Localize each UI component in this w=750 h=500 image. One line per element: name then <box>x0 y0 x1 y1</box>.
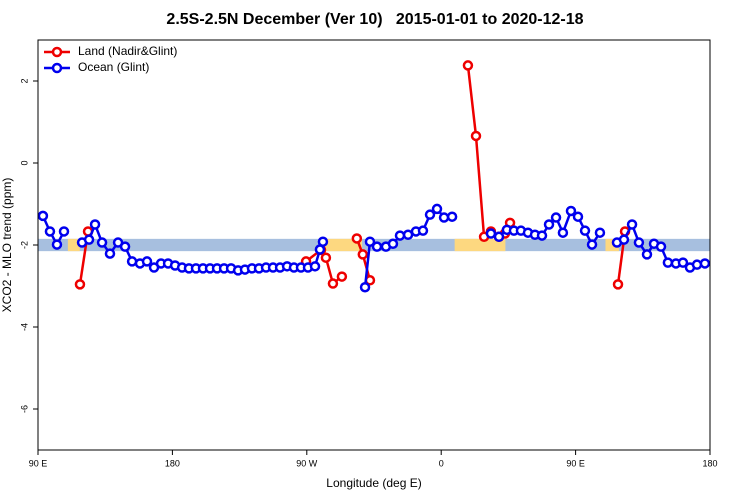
point <box>699 258 711 269</box>
point <box>438 212 450 223</box>
point <box>327 278 339 289</box>
point <box>51 239 63 250</box>
point <box>550 212 562 223</box>
point <box>586 239 598 250</box>
y-tick-label: 0 <box>19 160 29 165</box>
point <box>618 234 630 245</box>
legend-label: Land (Nadir&Glint) <box>78 44 177 58</box>
point <box>74 279 86 290</box>
point <box>309 261 321 272</box>
x-tick-label: 180 <box>702 458 717 468</box>
x-tick-label: 90 E <box>29 458 48 468</box>
point <box>557 227 569 238</box>
point <box>364 236 376 247</box>
x-tick-label: 90 W <box>296 458 318 468</box>
point <box>83 234 95 245</box>
point <box>351 233 363 244</box>
series-line <box>41 215 66 248</box>
plot-frame <box>37 39 711 451</box>
point <box>677 257 689 268</box>
y-tick-label: -6 <box>19 405 29 413</box>
point <box>536 230 548 241</box>
x-tick-label: 180 <box>165 458 180 468</box>
legend-marker <box>51 62 63 74</box>
x-tick-label: 0 <box>439 458 444 468</box>
point <box>579 225 591 236</box>
legend-marker <box>51 46 63 58</box>
point <box>446 211 458 222</box>
point <box>320 252 332 263</box>
band <box>67 238 80 252</box>
point <box>37 210 49 222</box>
point <box>394 230 406 241</box>
point <box>104 248 116 259</box>
point <box>336 271 348 282</box>
legend-label: Ocean (Glint) <box>78 60 149 74</box>
point <box>626 219 638 230</box>
y-axis-label: XCO2 - MLO trend (ppm) <box>0 178 14 313</box>
band <box>321 238 363 252</box>
point <box>141 256 153 267</box>
y-tick-label: -4 <box>19 323 29 331</box>
point <box>691 259 703 270</box>
point <box>594 227 606 238</box>
chart-title: 2.5S-2.5N December (Ver 10) 2015-01-01 t… <box>166 11 583 28</box>
x-tick-label: 90 E <box>566 458 585 468</box>
point <box>431 203 443 215</box>
point <box>96 237 108 248</box>
point <box>565 205 577 217</box>
point <box>462 60 474 71</box>
point <box>543 219 555 230</box>
point <box>44 226 56 237</box>
point <box>317 236 329 247</box>
point <box>359 281 371 293</box>
point <box>424 209 436 220</box>
point <box>470 130 482 142</box>
point <box>119 241 131 252</box>
point <box>89 219 101 230</box>
point <box>633 237 645 248</box>
point <box>572 211 584 222</box>
point <box>485 228 497 239</box>
y-tick-label: 2 <box>19 78 29 83</box>
point <box>662 257 674 268</box>
point <box>641 249 653 260</box>
point <box>417 225 429 236</box>
point <box>58 226 70 237</box>
x-axis-label: Longitude (deg E) <box>326 476 421 490</box>
point <box>371 241 383 252</box>
point <box>493 231 505 243</box>
y-tick-label: -2 <box>19 241 29 249</box>
point <box>357 249 369 260</box>
point <box>612 279 624 290</box>
point <box>655 241 667 252</box>
point <box>387 238 399 250</box>
band <box>454 238 506 252</box>
